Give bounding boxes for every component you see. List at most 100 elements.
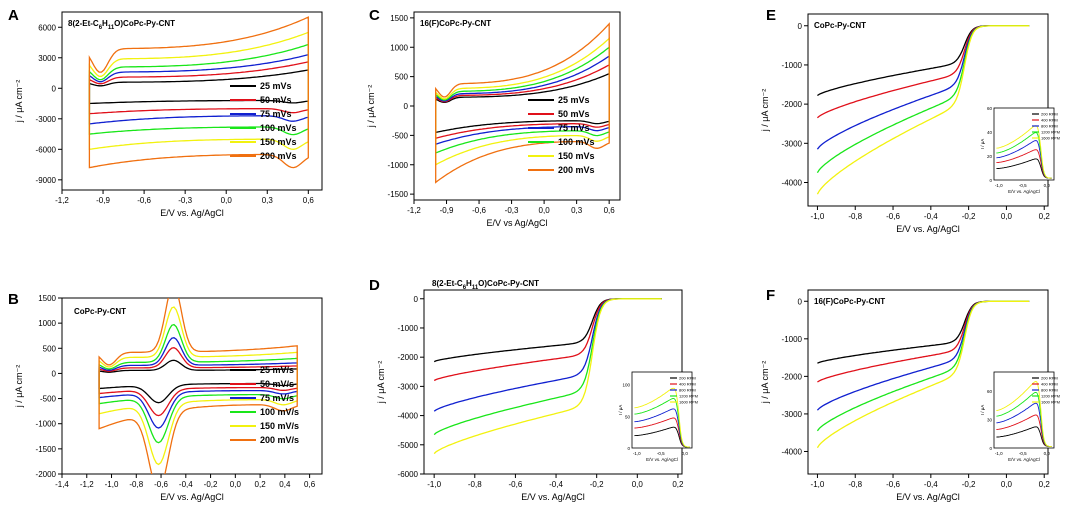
legend-label: 25 mV/s [260,365,294,375]
series-line [816,25,1030,195]
panel-c: C -1,2 -0,9 -0,6 -0,3 0,0 0,3 0,6 -1500 -1000 -500… [366,7,621,228]
legend-label: 100 mVs [558,137,595,147]
inset-legend-label: 400 RPM [1041,382,1058,387]
inset-frame [631,371,693,449]
legend-label: 200 mVs [260,151,297,161]
legend-label: 100 mVs [260,123,297,133]
y-tick-label: -1000 [782,61,803,70]
inset-legend-label: 800 RPM [1041,388,1058,393]
x-tick-label: -0,8 [848,480,862,489]
x-tick-label: 0,4 [279,480,291,489]
legend-label: 150 mVs [558,151,595,161]
series-line [816,25,1030,119]
inset-legend-label: 800 RPM [679,388,696,393]
inset-series-line [996,402,1052,447]
inset-legend-label: 1200 RPM [1041,130,1060,135]
inset-y-tick-label: 30 [987,418,993,423]
x-tick-label: 0,3 [571,206,583,215]
panel-d: D -1,0 -0,8 -0,6 -0,4 -0,2 0,0 0,2 -6000 -5000 -40… [369,277,698,502]
series-line [433,298,662,382]
legend-label: 150 mV/s [260,421,299,431]
y-tick-label: 500 [395,73,409,82]
inset-y-label: I / μA [618,405,623,416]
x-tick-label: -0,6 [472,206,486,215]
inset-x-label: E/V vs. Ag/AgCl [1008,189,1040,194]
panel-label: E [766,7,776,24]
x-tick-label: -0,6 [154,480,168,489]
y-tick-label: -2000 [36,470,57,479]
legend-label: 100 mV/s [260,407,299,417]
chart-title: 8(2-Et-C6H11O)CoPc-Py-CNT [432,279,539,291]
x-tick-label: 0,0 [1001,480,1013,489]
inset-x-tick-label: -0,5 [1019,451,1027,456]
inset-legend-label: 400 RPM [679,382,696,387]
x-tick-label: 0,0 [230,480,242,489]
y-tick-label: 0 [414,295,419,304]
y-tick-label: 6000 [38,23,56,32]
x-tick-label: 0,2 [672,480,684,489]
inset-x-label: E/V vs. Ag/AgCl [1008,457,1040,462]
inset-y-label: I / μA [980,139,985,150]
y-tick-label: 0 [798,22,803,31]
y-tick-label: -1000 [388,161,409,170]
inset-series-line [996,125,1052,179]
x-tick-label: 0,2 [1039,212,1051,221]
y-axis-label: j / μA cm⁻² [760,89,770,132]
panel-label: C [369,7,380,24]
y-axis-label: j / μA cm⁻² [760,361,770,404]
inset-x-tick-label: 0,0 [1044,451,1051,456]
inset-x-tick-label: -1,0 [633,451,641,456]
inset-legend-label: 1600 RPM [1041,400,1060,405]
x-tick-label: 0,6 [604,206,616,215]
y-tick-label: -5000 [398,441,419,450]
series-line [816,300,1030,449]
x-tick-label: -0,8 [129,480,143,489]
y-tick-label: -3000 [398,382,419,391]
inset-y-tick-label: 0 [627,446,630,451]
panel-e: E -1,0 -0,8 -0,6 -0,4 -0,2 0,0 0,2 -4000 -3000 -20… [760,7,1060,234]
inset: -1,0 -0,5 0,0 0 30 60 E/V vs. Ag/AgCl I / μA 200… [980,371,1060,462]
x-tick-label: -1,0 [105,480,119,489]
panel-b: B -1,4 -1,2 -1,0 -0,8 -0,6 -0,4 -0,2 0,0 0,2 0,4 0,… [8,291,323,502]
inset-y-label: I / μA [980,405,985,416]
y-tick-label: -3000 [36,115,57,124]
legend-label: 150 mVs [260,137,297,147]
series-group [435,22,610,184]
y-tick-label: -3000 [782,410,803,419]
inset-legend-label: 200 RPM [1041,112,1058,117]
legend-label: 50 mVs [558,109,590,119]
chart-title: 16(F)CoPc-Py-CNT [814,297,885,306]
inset-frame [993,371,1055,449]
inset-y-tick-label: 60 [987,106,993,111]
x-tick-label: -0,2 [590,480,604,489]
x-tick-label: -1,2 [80,480,94,489]
inset-y-tick-label: 50 [625,414,631,419]
series-group [816,300,1030,449]
y-axis-label: j / μA cm⁻² [14,365,24,408]
x-tick-label: 0,3 [262,196,274,205]
legend-label: 75 mVs [558,123,590,133]
y-tick-label: 500 [43,344,57,353]
inset-legend-label: 400 RPM [1041,118,1058,123]
y-tick-label: -4000 [782,178,803,187]
x-tick-label: 0,2 [255,480,267,489]
inset-series-line [634,387,690,448]
x-tick-label: -0,4 [924,212,938,221]
y-tick-label: -500 [40,395,57,404]
y-tick-label: 1500 [38,294,56,303]
x-tick-label: -0,2 [962,212,976,221]
y-tick-label: 1000 [390,43,408,52]
panel-a: A -1,2 -0,9 -0,6 -0,3 0,0 0,3 0,6 -9000 -6000 -300… [8,7,323,218]
series-group [88,16,309,169]
x-axis-label: E/V vs. Ag/AgCl [896,492,960,502]
inset-series-line [634,408,690,448]
y-tick-label: -1000 [36,420,57,429]
x-tick-label: -0,6 [509,480,523,489]
inset: -1,0 -0,5 0,0 0 50 100 E/V vs. Ag/AgCl I / μA 20… [618,371,698,462]
panel-label: D [369,277,380,294]
y-axis-label: j / μA cm⁻² [14,80,24,123]
legend-label: 200 mV/s [260,435,299,445]
y-tick-label: -2000 [398,353,419,362]
x-tick-label: -0,2 [204,480,218,489]
